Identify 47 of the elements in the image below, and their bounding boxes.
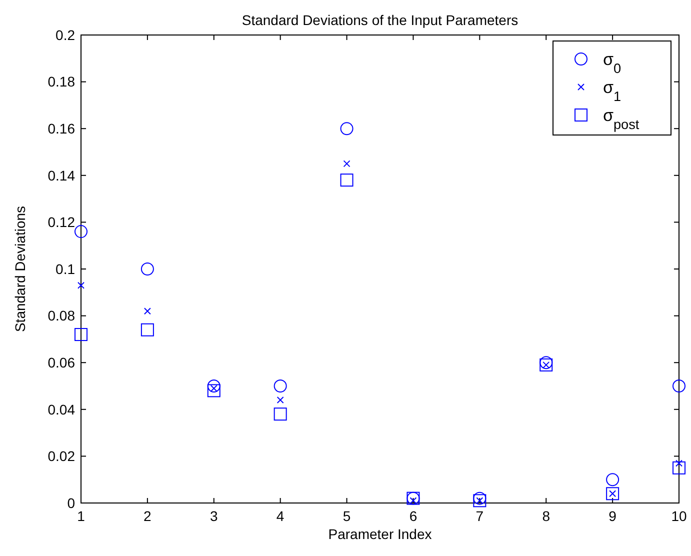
y-tick-label: 0 bbox=[67, 494, 76, 511]
point bbox=[144, 308, 151, 315]
x-tick-label: 8 bbox=[542, 508, 550, 524]
point bbox=[74, 225, 88, 238]
x-tick-label: 5 bbox=[342, 508, 351, 524]
point bbox=[78, 282, 84, 289]
point bbox=[276, 396, 284, 404]
point bbox=[676, 460, 682, 467]
legend-label: σ$_{0}$ bbox=[603, 50, 622, 76]
x-tick-label: 10 bbox=[671, 508, 687, 524]
x-tick-label: 6 bbox=[409, 508, 418, 524]
point bbox=[140, 323, 154, 336]
y-tick-label: 0.18 bbox=[48, 74, 76, 90]
point bbox=[274, 380, 287, 392]
x-tick-label: 4 bbox=[276, 508, 284, 524]
x-tick-label: 1 bbox=[77, 508, 86, 524]
y-tick-label: 0.08 bbox=[48, 308, 76, 324]
legend-label: σ$_{post}$ bbox=[603, 106, 640, 132]
y-tick-label: 0.1 bbox=[56, 260, 76, 277]
x-tick-label: 2 bbox=[144, 508, 152, 524]
chart-title: Standard Deviations of the Input Parameters bbox=[242, 12, 518, 28]
y-axis-title: Standard Deviations bbox=[12, 206, 28, 332]
y-tick-label: 0.06 bbox=[48, 354, 76, 370]
y-tick-label: 0.02 bbox=[48, 448, 76, 464]
x-axis-title: Parameter Index bbox=[328, 526, 432, 542]
point bbox=[207, 384, 220, 398]
point bbox=[140, 262, 154, 276]
point bbox=[672, 461, 686, 474]
point bbox=[606, 473, 620, 486]
y-tick-label: 0.2 bbox=[56, 26, 76, 43]
y-tick-label: 0.16 bbox=[48, 120, 76, 136]
y-tick-label: 0.12 bbox=[48, 214, 76, 230]
x-tick-label: 3 bbox=[210, 508, 218, 524]
y-tick-label: 0.14 bbox=[48, 167, 76, 184]
point bbox=[343, 160, 350, 168]
point bbox=[274, 408, 287, 421]
point bbox=[473, 494, 486, 508]
y-tick-label: 0.04 bbox=[48, 401, 76, 418]
point bbox=[672, 380, 686, 392]
point bbox=[473, 492, 486, 505]
x-tick-label: 9 bbox=[608, 508, 617, 524]
point bbox=[207, 380, 220, 392]
x-tick-label: 7 bbox=[476, 508, 484, 524]
point bbox=[340, 122, 354, 136]
point bbox=[340, 174, 354, 187]
point bbox=[74, 328, 88, 342]
legend-label: σ$_{1}$ bbox=[603, 78, 622, 104]
